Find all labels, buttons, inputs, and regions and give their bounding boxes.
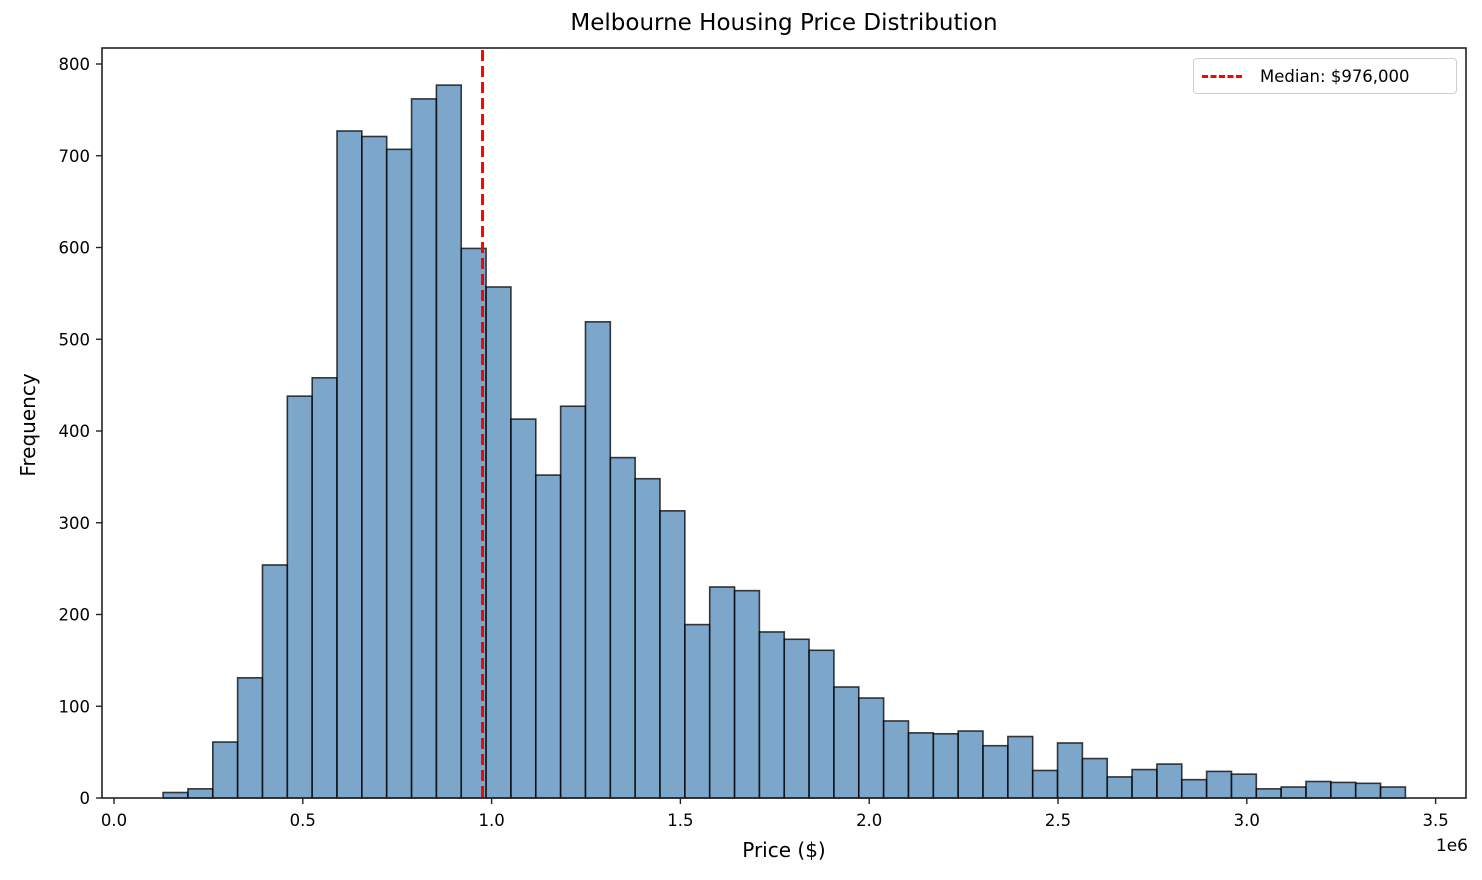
y-tick-label: 500: [59, 330, 91, 349]
histogram-bar: [857, 697, 885, 799]
histogram-bar: [211, 741, 239, 799]
y-tick-label: 100: [59, 697, 91, 716]
histogram-bar: [187, 788, 214, 799]
histogram-bar: [634, 477, 661, 799]
histogram-bar: [733, 589, 761, 799]
histogram-bar: [684, 623, 711, 799]
legend: Median: $976,000: [1193, 58, 1457, 94]
histogram-bar: [882, 720, 910, 799]
histogram-bar: [1131, 768, 1158, 799]
histogram-bar: [1230, 773, 1258, 799]
histogram-bar: [510, 418, 537, 799]
histogram-bar: [808, 649, 835, 799]
y-tick-label: 300: [59, 514, 91, 533]
x-axis-label: Price ($): [742, 838, 826, 862]
histogram-bar: [485, 286, 512, 799]
chart-title: Melbourne Housing Price Distribution: [570, 10, 998, 36]
x-tick-label: 3.5: [1422, 811, 1448, 830]
histogram-bar: [286, 395, 313, 799]
histogram-bar: [907, 732, 935, 799]
histogram-bar: [162, 791, 189, 799]
histogram-bar: [932, 732, 959, 799]
histogram-bar: [609, 456, 636, 799]
histogram-bar: [361, 135, 388, 799]
x-tick-label: 3.0: [1234, 811, 1260, 830]
y-tick-label: 200: [59, 606, 91, 625]
histogram-bar: [708, 586, 736, 799]
x-tick-label: 2.5: [1045, 811, 1071, 830]
histogram-bar: [1007, 735, 1034, 799]
histogram-bar: [534, 474, 562, 799]
histogram-bar: [833, 686, 860, 799]
histogram-bar: [410, 98, 438, 799]
x-axis-offset-label: 1e6: [1435, 836, 1468, 856]
y-tick-label: 600: [59, 239, 91, 258]
y-tick-label: 0: [80, 789, 91, 808]
histogram-bar: [1280, 786, 1307, 799]
histogram-bar: [1255, 788, 1282, 799]
x-tick-label: 1.5: [667, 811, 693, 830]
y-tick-label: 400: [59, 422, 91, 441]
histogram-bar: [1305, 780, 1332, 799]
histogram-bar: [584, 321, 612, 799]
histogram-bar: [1180, 778, 1208, 799]
histogram-bar: [1081, 757, 1109, 799]
histogram-bar: [1031, 769, 1059, 799]
histogram-bars: [162, 84, 1407, 799]
histogram-bar: [1106, 776, 1133, 799]
histogram-bar: [559, 405, 587, 799]
y-axis-label: Frequency: [16, 373, 40, 477]
histogram-bar: [659, 510, 686, 799]
dashed-line-icon: [1202, 74, 1242, 78]
axes-frame: [101, 47, 1467, 799]
histogram-bar: [1056, 742, 1084, 799]
histogram-bar: [336, 130, 363, 799]
histogram-bar: [261, 564, 289, 799]
legend-label: Median: $976,000: [1260, 66, 1410, 86]
histogram-bar: [758, 631, 786, 799]
x-tick-label: 1.0: [478, 811, 504, 830]
y-tick-label: 800: [59, 55, 91, 74]
y-tick-label: 700: [59, 147, 91, 166]
histogram-bar: [385, 148, 413, 799]
histogram-bar: [957, 730, 984, 799]
x-tick-label: 0.0: [101, 811, 127, 830]
histogram-bar: [435, 84, 463, 799]
histogram-bar: [982, 744, 1009, 799]
x-tick-label: 2.0: [856, 811, 882, 830]
histogram-bar: [783, 638, 810, 799]
histogram-bar: [1205, 770, 1233, 799]
histogram-bar: [1379, 786, 1407, 799]
histogram-bar: [311, 376, 338, 799]
x-tick-label: 0.5: [290, 811, 316, 830]
histogram-bar: [1156, 763, 1183, 799]
histogram-bar: [236, 677, 264, 799]
histogram-bar: [1330, 781, 1357, 799]
histogram-bar: [1354, 782, 1382, 799]
